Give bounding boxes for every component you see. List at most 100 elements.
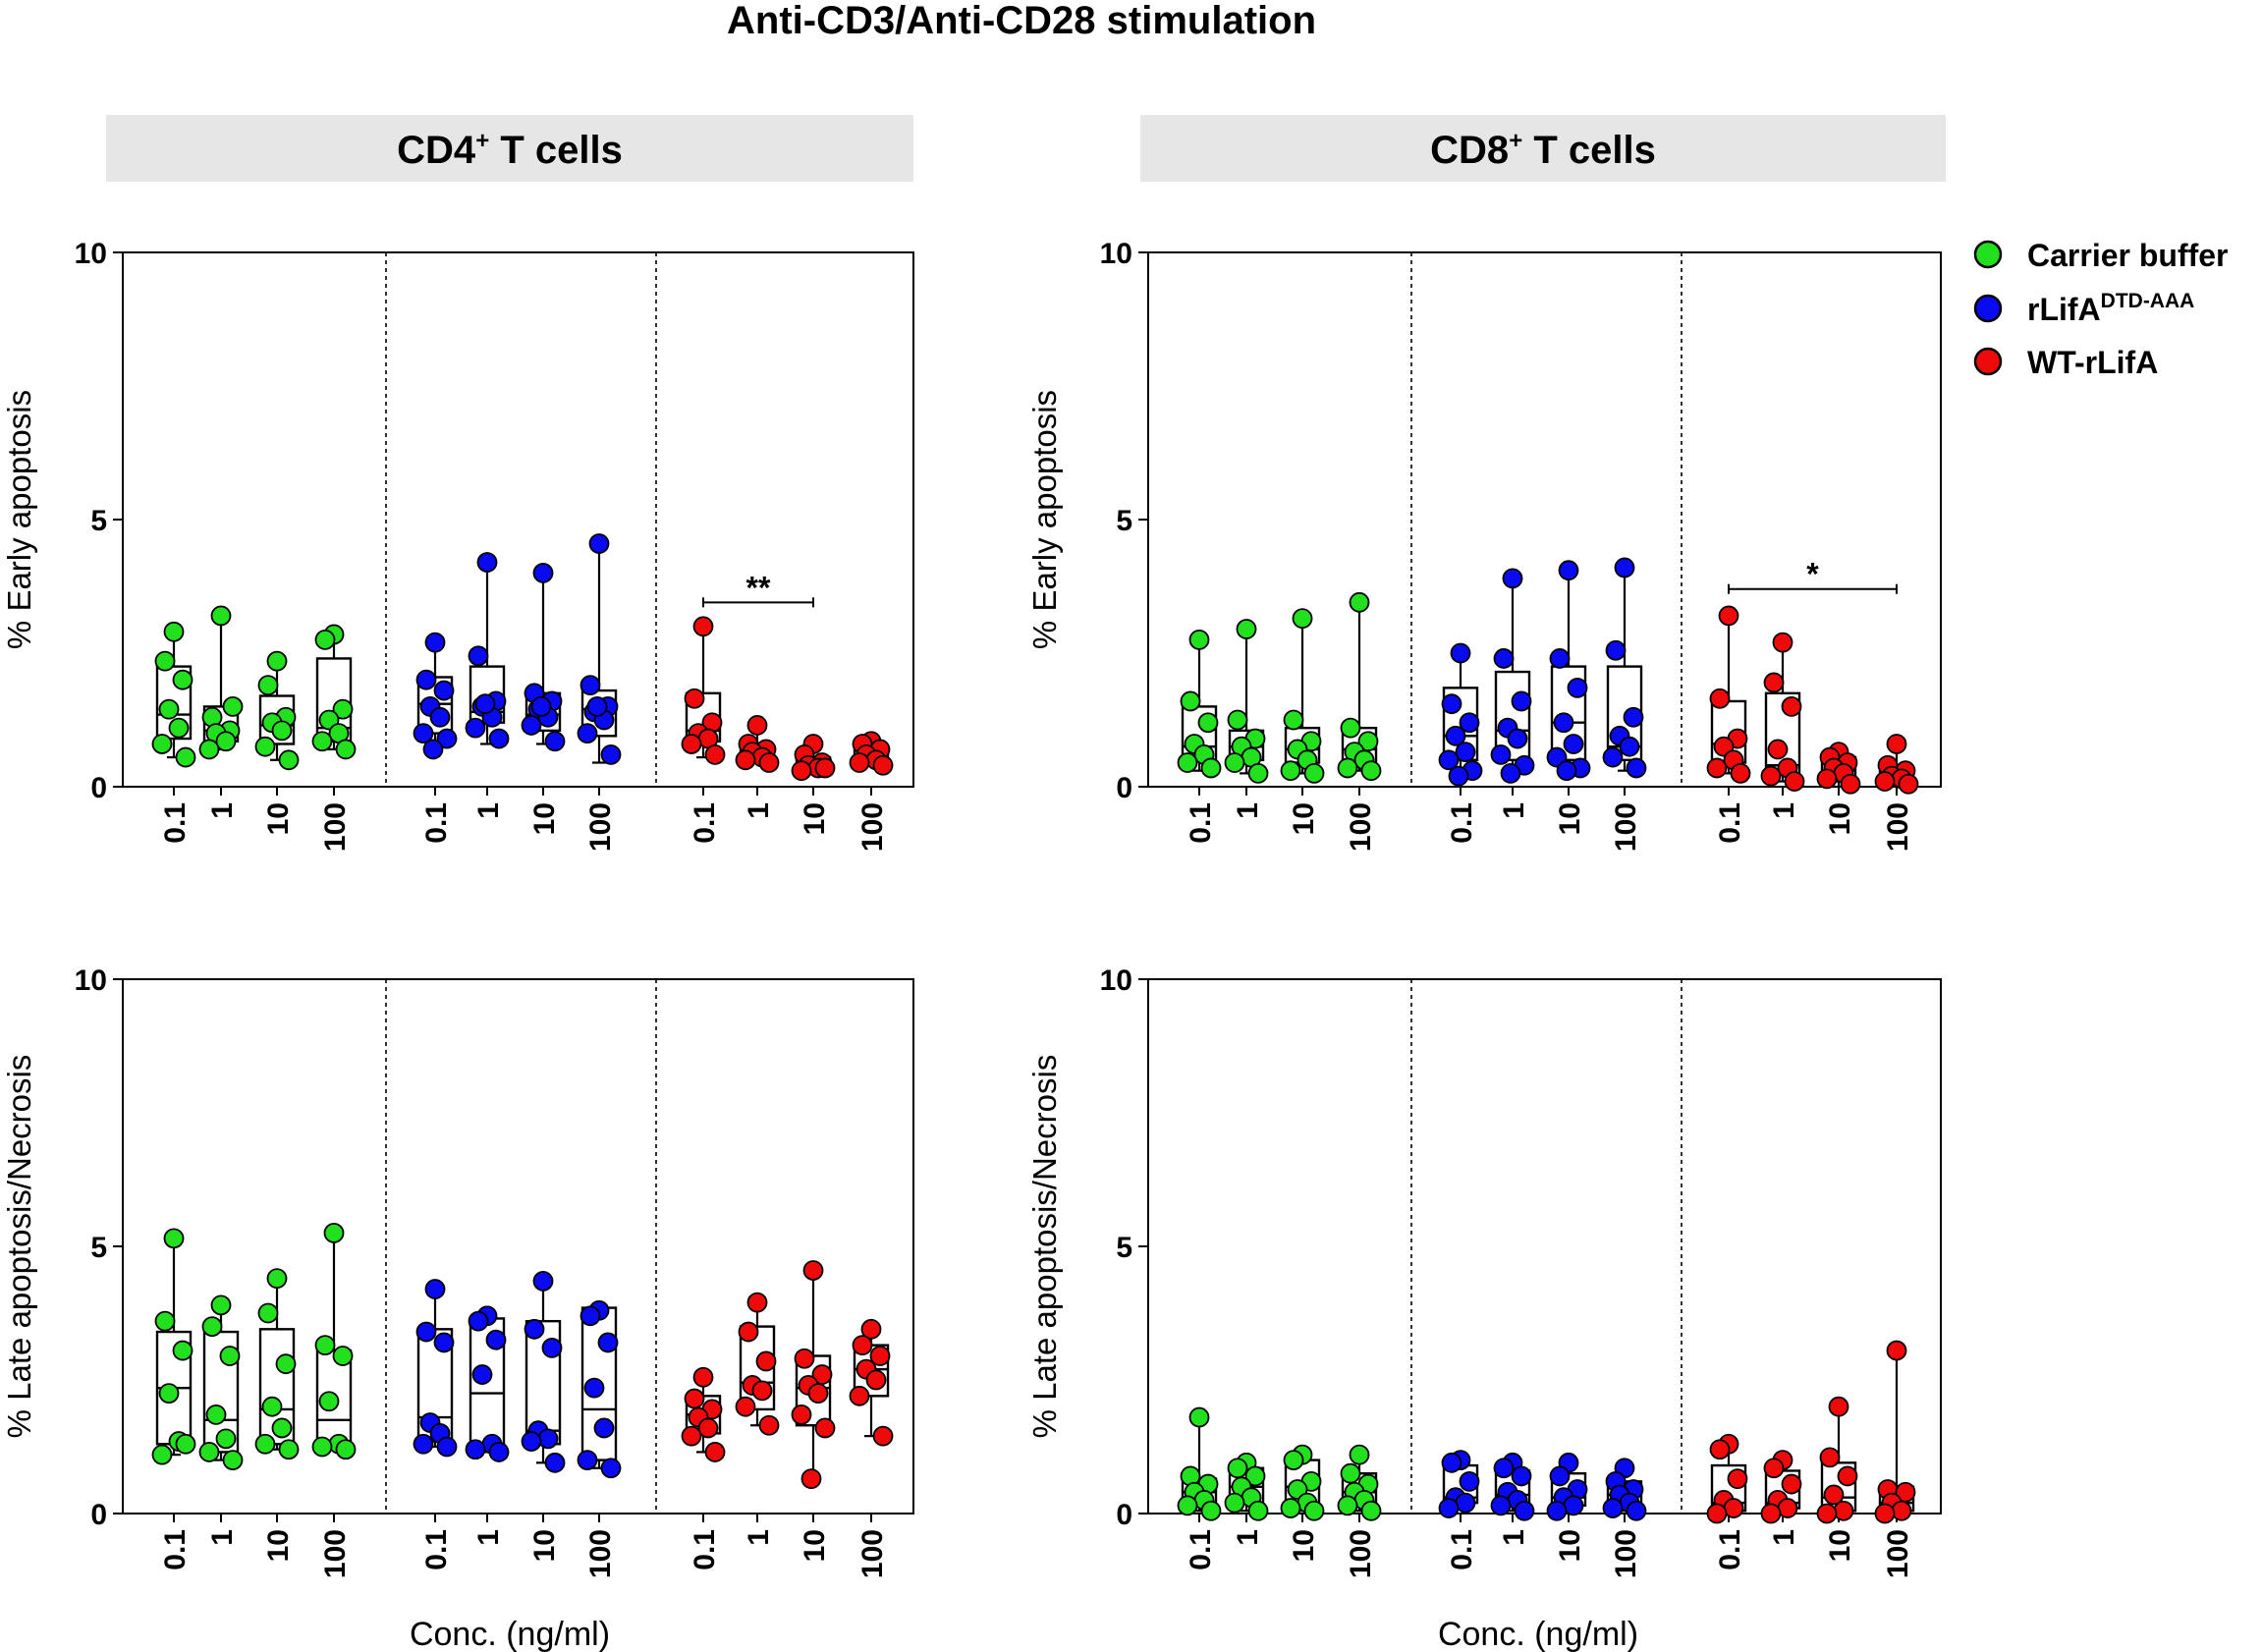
x-tick-label: 10 <box>799 802 831 835</box>
data-point <box>1767 739 1789 760</box>
x-tick-label: 10 <box>528 802 561 835</box>
data-point <box>1441 693 1462 715</box>
data-point <box>413 723 434 743</box>
data-point <box>872 1425 894 1447</box>
data-point <box>198 1442 220 1462</box>
data-point <box>684 1388 705 1409</box>
y-tick-label: 0 <box>1116 1499 1132 1531</box>
data-point <box>746 715 768 736</box>
data-point <box>697 1417 719 1439</box>
data-point <box>1760 1503 1782 1524</box>
data-point <box>600 743 622 765</box>
data-point <box>488 728 510 749</box>
data-point <box>222 696 244 717</box>
y-axis-label: % Early apoptosis <box>1 390 37 649</box>
data-point <box>1886 734 1907 754</box>
x-tick-label: 10 <box>1824 802 1856 835</box>
data-point <box>1784 771 1805 792</box>
x-axis-label-cd4: Conc. (ng/ml) <box>410 1616 610 1652</box>
legend: Carrier buffer rLifADTD-AAA WT-rLifA <box>1973 238 2229 380</box>
x-tick-label: 10 <box>262 802 295 835</box>
panel-cd8-early-apoptosis: 0 5 10 % Early apoptosis 0.1 1 10 100 0.1 1 10 100 0… <box>1026 238 1942 852</box>
data-point <box>222 1450 244 1470</box>
data-point <box>1816 1503 1838 1524</box>
y-tick-label: 5 <box>90 505 107 537</box>
data-point <box>172 669 193 690</box>
data-point <box>474 693 496 715</box>
data-point <box>1200 757 1222 779</box>
data-point <box>746 1292 768 1313</box>
data-point <box>1200 1500 1222 1521</box>
data-point <box>1730 763 1751 784</box>
data-point <box>1349 1444 1370 1465</box>
legend-marker-rlifa-dtd-aaa <box>1973 294 2003 323</box>
y-tick-label: 10 <box>75 238 107 270</box>
x-tick-label: 100 <box>319 802 352 852</box>
data-point <box>1837 1465 1858 1487</box>
data-point <box>311 731 333 752</box>
data-point <box>1455 742 1476 763</box>
x-tick-label: 0.1 <box>1446 802 1478 844</box>
x-tick-label: 1 <box>1232 802 1264 819</box>
data-point <box>314 630 336 650</box>
data-point <box>323 1223 345 1243</box>
x-tick-label: 100 <box>1882 802 1914 852</box>
legend-marker-wt-rlifa <box>1973 347 2003 376</box>
data-point <box>1455 1492 1476 1514</box>
data-point <box>1840 773 1861 795</box>
legend-marker-carrier-buffer <box>1973 240 2003 269</box>
legend-label-wt-rlifa: WT-rLifA <box>2027 345 2158 380</box>
x-tick-label: 100 <box>584 1529 617 1578</box>
data-point <box>485 1329 507 1350</box>
panel-cd8-late-apoptosis: 0 5 10 % Late apoptosis/Necrosis 0.1 1 10 100 0.… <box>1026 964 1942 1578</box>
data-point <box>577 723 598 743</box>
data-point <box>802 1260 824 1281</box>
data-point <box>261 1396 283 1417</box>
data-point <box>318 1391 340 1412</box>
data-point <box>577 1450 598 1470</box>
data-point <box>738 1321 759 1343</box>
data-point <box>433 680 455 701</box>
data-point <box>1360 1500 1382 1521</box>
data-point <box>1244 1465 1266 1487</box>
data-point <box>1438 1498 1460 1518</box>
data-point <box>1280 1498 1301 1518</box>
legend-item-carrier-buffer: Carrier buffer <box>1973 238 2229 273</box>
data-point <box>311 1436 333 1458</box>
data-point <box>1507 728 1528 749</box>
data-point <box>254 736 276 757</box>
data-point <box>704 1442 726 1462</box>
data-point <box>424 632 446 653</box>
x-tick-label: 1 <box>1498 802 1530 819</box>
data-point <box>278 1439 300 1460</box>
data-point <box>532 1270 554 1292</box>
data-point <box>215 731 237 752</box>
data-point <box>201 1316 223 1337</box>
y-tick-label: 0 <box>90 772 107 804</box>
data-point <box>1177 1495 1198 1516</box>
data-point <box>1177 752 1198 773</box>
data-point <box>1224 752 1245 773</box>
x-tick-label: 0.1 <box>1185 1529 1217 1570</box>
data-point <box>1886 1340 1907 1361</box>
data-point <box>1626 1500 1647 1521</box>
data-point <box>1180 690 1201 712</box>
x-tick-label: 10 <box>1554 802 1586 835</box>
x-tick-label: 100 <box>319 1529 352 1578</box>
y-axis-label: % Late apoptosis/Necrosis <box>1026 1055 1063 1439</box>
x-tick-label: 10 <box>1824 1529 1856 1562</box>
data-point <box>530 696 552 717</box>
data-point <box>436 728 458 749</box>
data-point <box>266 1268 288 1290</box>
data-point <box>175 746 196 768</box>
x-tick-label: 1 <box>1768 1529 1800 1546</box>
x-tick-label: 0.1 <box>689 802 721 844</box>
data-point <box>205 1404 227 1425</box>
data-point <box>541 1337 563 1358</box>
data-point <box>1819 1447 1841 1468</box>
data-point <box>1898 773 1919 795</box>
data-point <box>1340 1462 1361 1484</box>
x-axis-label-cd8: Conc. (ng/ml) <box>1438 1616 1638 1652</box>
data-point <box>593 1417 615 1439</box>
data-point <box>1781 1473 1802 1495</box>
